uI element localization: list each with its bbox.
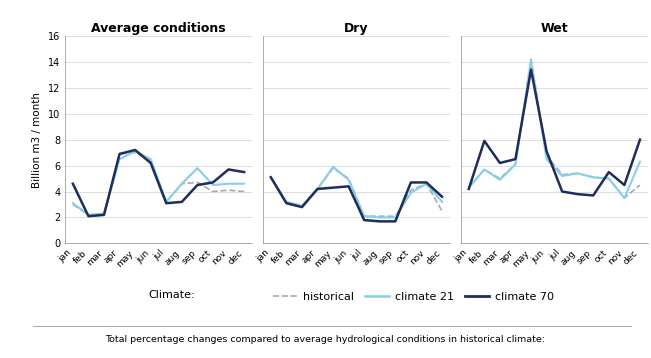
Text: Total percentage changes compared to average hydrological conditions in historic: Total percentage changes compared to ave… <box>105 335 546 344</box>
Title: Wet: Wet <box>540 21 568 35</box>
Title: Average conditions: Average conditions <box>91 21 226 35</box>
Text: Climate:: Climate: <box>148 290 195 300</box>
Title: Dry: Dry <box>344 21 368 35</box>
Legend: historical, climate 21, climate 70: historical, climate 21, climate 70 <box>268 288 559 306</box>
Y-axis label: Billion m3 / month: Billion m3 / month <box>33 92 42 188</box>
